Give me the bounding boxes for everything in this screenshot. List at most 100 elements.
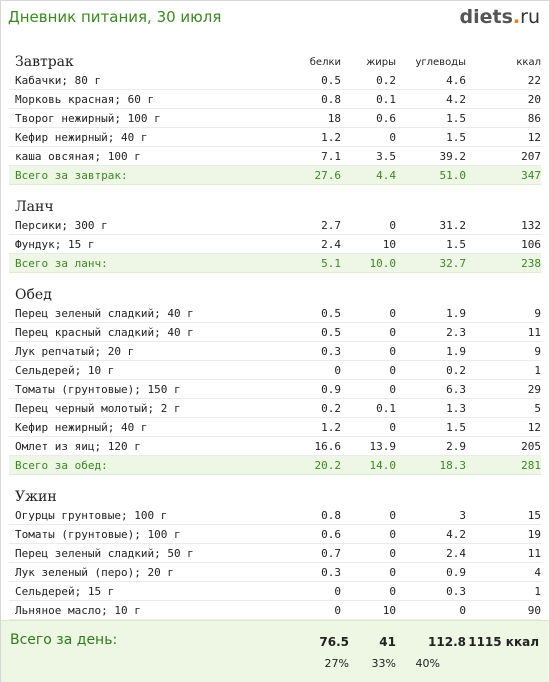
meal-total-label: Всего за обед: — [9, 455, 303, 475]
food-carbs: 31.2 — [396, 216, 466, 235]
food-row[interactable]: каша овсяная; 100 г 7.1 3.5 39.2 207 — [9, 146, 541, 166]
logo-dot: . — [512, 6, 521, 28]
food-protein: 0.8 — [303, 89, 341, 109]
food-row[interactable]: Кабачки; 80 г 0.5 0.2 4.6 22 — [9, 71, 541, 90]
meal-total-carbs: 32.7 — [396, 253, 466, 273]
food-row[interactable]: Творог нежирный; 100 г 18 0.6 1.5 86 — [9, 108, 541, 128]
meal-total-fat: 14.0 — [341, 455, 396, 475]
food-row[interactable]: Морковь красная; 60 г 0.8 0.1 4.2 20 — [9, 89, 541, 109]
food-row[interactable]: Перец черный молотый; 2 г 0.2 0.1 1.3 5 — [9, 398, 541, 418]
food-row[interactable]: Омлет из яиц; 120 г 16.6 13.9 2.9 205 — [9, 436, 541, 456]
food-protein: 2.4 — [303, 234, 341, 254]
food-kcal: 29 — [466, 379, 541, 399]
food-kcal: 12 — [466, 417, 541, 437]
food-row[interactable]: Томаты (грунтовые); 150 г 0.9 0 6.3 29 — [9, 379, 541, 399]
food-row[interactable]: Огурцы грунтовые; 100 г 0.8 0 3 15 — [9, 506, 541, 525]
food-name: Томаты (грунтовые); 100 г — [9, 524, 303, 544]
site-logo[interactable]: diets.ru — [460, 6, 540, 28]
food-row[interactable]: Фундук; 15 г 2.4 10 1.5 106 — [9, 234, 541, 254]
food-name: Перец зеленый сладкий; 50 г — [9, 543, 303, 563]
meal-total-fat: 4.4 — [341, 165, 396, 185]
food-name: Лук зеленый (перо); 20 г — [9, 562, 303, 582]
food-name: Кефир нежирный; 40 г — [9, 127, 303, 147]
food-row[interactable]: Перец зеленый сладкий; 40 г 0.5 0 1.9 9 — [9, 304, 541, 323]
logo-name: diets — [459, 6, 513, 28]
food-carbs: 1.5 — [396, 127, 466, 147]
food-fat: 0 — [341, 216, 396, 235]
food-row[interactable]: Кефир нежирный; 40 г 1.2 0 1.5 12 — [9, 127, 541, 147]
food-row[interactable]: Сельдерей; 10 г 0 0 0.2 1 — [9, 360, 541, 380]
food-protein: 0 — [303, 600, 341, 620]
food-protein: 0.2 — [303, 398, 341, 418]
food-kcal: 22 — [466, 71, 541, 90]
column-header-fat: жиры — [366, 57, 396, 68]
food-fat: 13.9 — [341, 436, 396, 456]
food-name: Томаты (грунтовые); 150 г — [9, 379, 303, 399]
food-protein: 0.3 — [303, 562, 341, 582]
day-fat-percent: 33% — [371, 657, 396, 670]
food-kcal: 106 — [466, 234, 541, 254]
day-carbs-percent: 40% — [415, 657, 440, 670]
meals-table: Завтрак белки жиры углеводы ккал Кабачки; 80 … — [9, 44, 541, 658]
food-name: Сельдерей; 15 г — [9, 581, 303, 601]
food-fat: 0.6 — [341, 108, 396, 128]
food-carbs: 1.9 — [396, 341, 466, 361]
food-carbs: 3 — [396, 506, 466, 525]
column-header-carbs: углеводы — [415, 57, 466, 68]
food-fat: 0 — [341, 127, 396, 147]
food-row[interactable]: Сельдерей; 15 г 0 0 0.3 1 — [9, 581, 541, 601]
food-fat: 3.5 — [341, 146, 396, 166]
food-kcal: 4 — [466, 562, 541, 582]
food-fat: 0 — [341, 581, 396, 601]
food-row[interactable]: Перец красный сладкий; 40 г 0.5 0 2.3 11 — [9, 322, 541, 342]
food-fat: 0 — [341, 562, 396, 582]
day-protein-value: 76.5 — [319, 635, 349, 649]
food-name: Огурцы грунтовые; 100 г — [9, 506, 303, 525]
food-kcal: 205 — [466, 436, 541, 456]
food-fat: 0 — [341, 524, 396, 544]
food-kcal: 90 — [466, 600, 541, 620]
food-protein: 0.8 — [303, 506, 341, 525]
food-carbs: 4.2 — [396, 89, 466, 109]
meal-total-row: Всего за завтрак: 27.6 4.4 51.0 347 — [9, 165, 541, 185]
meal-total-fat: 10.0 — [341, 253, 396, 273]
food-name: Лук репчатый; 20 г — [9, 341, 303, 361]
meal-total-protein: 5.1 — [303, 253, 341, 273]
meal-title: Завтрак — [15, 54, 74, 70]
food-protein: 1.2 — [303, 127, 341, 147]
food-protein: 0.6 — [303, 524, 341, 544]
meal-total-kcal: 281 — [466, 455, 541, 475]
food-protein: 0.5 — [303, 322, 341, 342]
food-kcal: 11 — [466, 322, 541, 342]
food-fat: 0.2 — [341, 71, 396, 90]
food-row[interactable]: Лук репчатый; 20 г 0.3 0 1.9 9 — [9, 341, 541, 361]
meal-total-carbs: 51.0 — [396, 165, 466, 185]
food-row[interactable]: Персики; 300 г 2.7 0 31.2 132 — [9, 216, 541, 235]
food-protein: 0.5 — [303, 304, 341, 323]
food-kcal: 1 — [466, 581, 541, 601]
food-name: Льняное масло; 10 г — [9, 600, 303, 620]
food-carbs: 2.4 — [396, 543, 466, 563]
food-fat: 0 — [341, 379, 396, 399]
food-row[interactable]: Перец зеленый сладкий; 50 г 0.7 0 2.4 11 — [9, 543, 541, 563]
section-header-spacer — [303, 191, 541, 216]
food-name: Кабачки; 80 г — [9, 71, 303, 90]
food-kcal: 9 — [466, 341, 541, 361]
food-fat: 0 — [341, 322, 396, 342]
food-carbs: 1.3 — [396, 398, 466, 418]
food-name: Сельдерей; 10 г — [9, 360, 303, 380]
food-protein: 16.6 — [303, 436, 341, 456]
meal-title: Ланч — [15, 199, 54, 215]
food-row[interactable]: Лук зеленый (перо); 20 г 0.3 0 0.9 4 — [9, 562, 541, 582]
meal-total-kcal: 347 — [466, 165, 541, 185]
food-name: Перец черный молотый; 2 г — [9, 398, 303, 418]
food-row[interactable]: Льняное масло; 10 г 0 10 0 90 — [9, 600, 541, 620]
food-kcal: 11 — [466, 543, 541, 563]
food-row[interactable]: Томаты (грунтовые); 100 г 0.6 0 4.2 19 — [9, 524, 541, 544]
food-fat: 10 — [341, 234, 396, 254]
meal-title: Ужин — [15, 489, 57, 505]
food-row[interactable]: Кефир нежирный; 40 г 1.2 0 1.5 12 — [9, 417, 541, 437]
food-kcal: 20 — [466, 89, 541, 109]
food-kcal: 207 — [466, 146, 541, 166]
food-protein: 0.3 — [303, 341, 341, 361]
